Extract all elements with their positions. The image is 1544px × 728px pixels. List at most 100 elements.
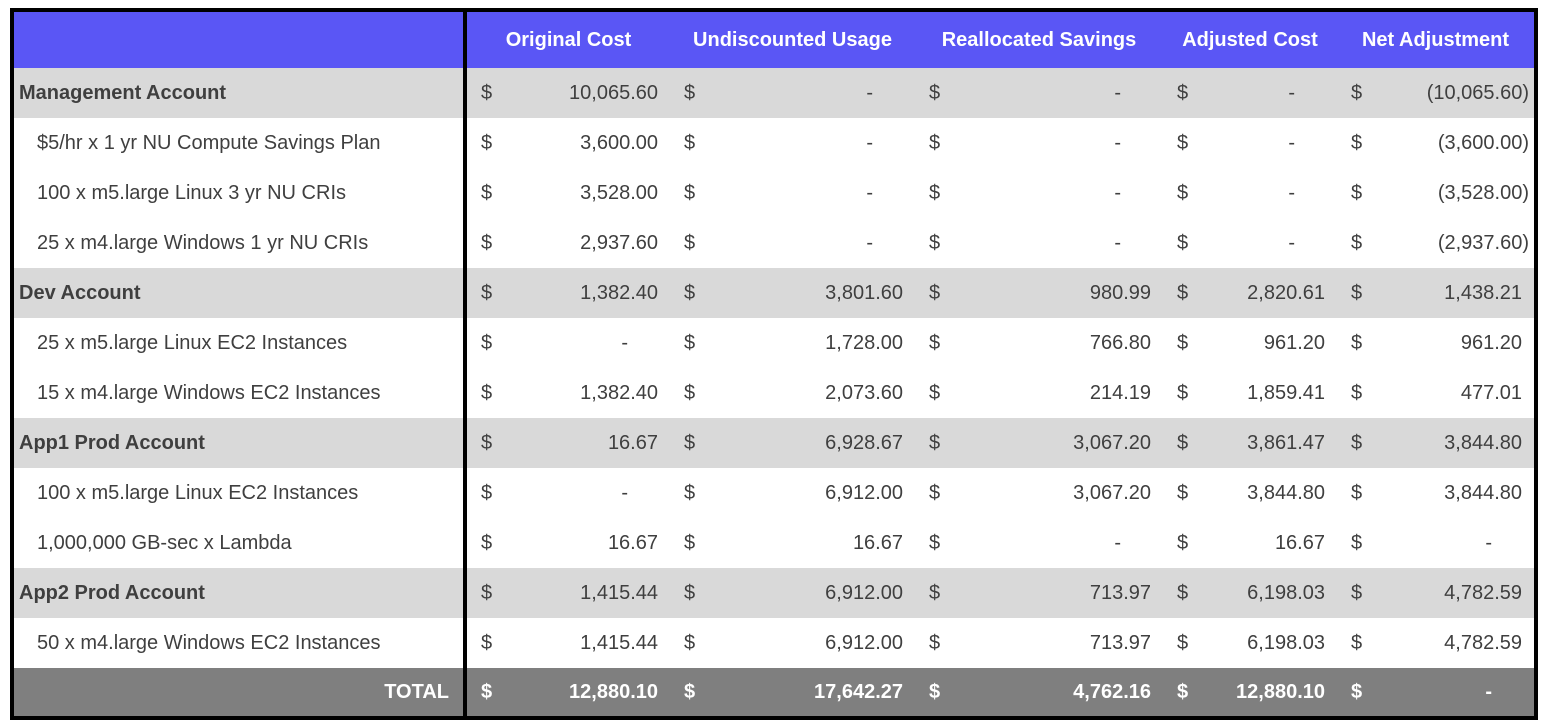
cell-value: 1,728.00 (825, 331, 903, 354)
table-cell: $16.67 (467, 418, 670, 468)
currency-symbol: $ (1177, 231, 1189, 254)
table-cell: $214.19 (915, 368, 1163, 418)
currency-symbol: $ (481, 581, 493, 604)
cell-value: 12,880.10 (1236, 680, 1325, 703)
row-label: 50 x m4.large Windows EC2 Instances (14, 618, 467, 668)
currency-symbol: $ (1351, 431, 1363, 454)
cell-value: 6,198.03 (1247, 631, 1325, 654)
cell-value: 6,912.00 (825, 481, 903, 504)
cell-value: 16.67 (1274, 531, 1325, 554)
currency-symbol: $ (1351, 481, 1363, 504)
cell-value: (3,528.00) (1437, 181, 1529, 204)
table-cell: $ - (1337, 668, 1534, 716)
currency-symbol: $ (481, 181, 493, 204)
currency-symbol: $ (1351, 631, 1363, 654)
cell-value: 1,382.40 (580, 281, 658, 304)
currency-symbol: $ (684, 81, 696, 104)
table-cell: $713.97 (915, 618, 1163, 668)
table-cell: $ (10,065.60) (1337, 68, 1534, 118)
cell-value: 6,912.00 (825, 581, 903, 604)
table-cell: $16.67 (467, 518, 670, 568)
currency-symbol: $ (929, 381, 941, 404)
cell-value: - (1288, 181, 1295, 204)
currency-symbol: $ (929, 680, 941, 703)
cell-value: 766.80 (1089, 331, 1151, 354)
currency-symbol: $ (929, 231, 941, 254)
cell-value: 6,198.03 (1247, 581, 1325, 604)
cell-value: 16.67 (852, 531, 903, 554)
table-cell: $1,859.41 (1163, 368, 1337, 418)
table-cell: $12,880.10 (467, 668, 670, 716)
table-cell: $3,528.00 (467, 168, 670, 218)
currency-symbol: $ (1351, 181, 1363, 204)
table-cell: $1,415.44 (467, 618, 670, 668)
detail-row: 100 x m5.large Linux 3 yr NU CRIs $3,528.… (14, 168, 1534, 218)
cell-value: 3,067.20 (1073, 481, 1151, 504)
cell-value: 1,438.21 (1444, 281, 1522, 304)
currency-symbol: $ (929, 581, 941, 604)
currency-symbol: $ (1177, 131, 1189, 154)
table-cell: $12,880.10 (1163, 668, 1337, 716)
table-cell: $ (3,528.00) (1337, 168, 1534, 218)
table-cell: $16.67 (1163, 518, 1337, 568)
table-cell: $3,801.60 (670, 268, 915, 318)
cell-value: - (866, 181, 873, 204)
table-cell: $6,928.67 (670, 418, 915, 468)
table-cell: $ (2,937.60) (1337, 218, 1534, 268)
cell-value: 3,600.00 (580, 131, 658, 154)
table-cell: $6,198.03 (1163, 568, 1337, 618)
currency-symbol: $ (929, 281, 941, 304)
cell-value: - (1485, 680, 1492, 703)
table-cell: $1,415.44 (467, 568, 670, 618)
cell-value: 10,065.60 (569, 81, 658, 104)
currency-symbol: $ (1177, 181, 1189, 204)
table-cell: $10,065.60 (467, 68, 670, 118)
cell-value: 3,844.80 (1247, 481, 1325, 504)
table-cell: $17,642.27 (670, 668, 915, 716)
currency-symbol: $ (929, 631, 941, 654)
cell-value: 4,782.59 (1444, 631, 1522, 654)
table-cell: $ - (915, 518, 1163, 568)
table-cell: $6,912.00 (670, 468, 915, 518)
table-cell: $16.67 (670, 518, 915, 568)
currency-symbol: $ (929, 131, 941, 154)
table-cell: $ - (1163, 68, 1337, 118)
currency-symbol: $ (1177, 431, 1189, 454)
table-cell: $1,382.40 (467, 368, 670, 418)
cell-value: 4,782.59 (1444, 581, 1522, 604)
currency-symbol: $ (1351, 680, 1363, 703)
cell-value: - (1114, 531, 1121, 554)
table-cell: $2,820.61 (1163, 268, 1337, 318)
currency-symbol: $ (684, 431, 696, 454)
row-label: 100 x m5.large Linux EC2 Instances (14, 468, 467, 518)
cell-value: 980.99 (1089, 281, 1151, 304)
cell-value: 12,880.10 (569, 680, 658, 703)
currency-symbol: $ (929, 531, 941, 554)
column-header: Reallocated Savings (941, 28, 1137, 51)
table-cell: $ - (467, 468, 670, 518)
cell-value: - (1485, 531, 1492, 554)
table-cell: $3,844.80 (1337, 418, 1534, 468)
currency-symbol: $ (1177, 631, 1189, 654)
cell-value: - (1114, 181, 1121, 204)
detail-row: 15 x m4.large Windows EC2 Instances $1,38… (14, 368, 1534, 418)
table-cell: $ - (670, 168, 915, 218)
detail-row: $5/hr x 1 yr NU Compute Savings Plan $3,6… (14, 118, 1534, 168)
detail-row: 25 x m5.large Linux EC2 Instances $ - $1,72… (14, 318, 1534, 368)
cell-value: 17,642.27 (814, 680, 903, 703)
currency-symbol: $ (1177, 531, 1189, 554)
cell-value: - (1114, 131, 1121, 154)
cell-value: - (1288, 231, 1295, 254)
cell-value: 16.67 (607, 431, 658, 454)
cell-value: - (866, 231, 873, 254)
row-label: TOTAL (14, 668, 467, 716)
cell-value: - (1288, 131, 1295, 154)
table-header-row: Original Cost Undiscounted Usage Reallocat… (14, 12, 1534, 68)
table-cell: $ (3,600.00) (1337, 118, 1534, 168)
table-cell: $ - (670, 118, 915, 168)
cell-value: 2,937.60 (580, 231, 658, 254)
cell-value: 3,861.47 (1247, 431, 1325, 454)
cell-value: 713.97 (1089, 631, 1151, 654)
cell-value: 16.67 (607, 531, 658, 554)
cell-value: (3,600.00) (1437, 131, 1529, 154)
